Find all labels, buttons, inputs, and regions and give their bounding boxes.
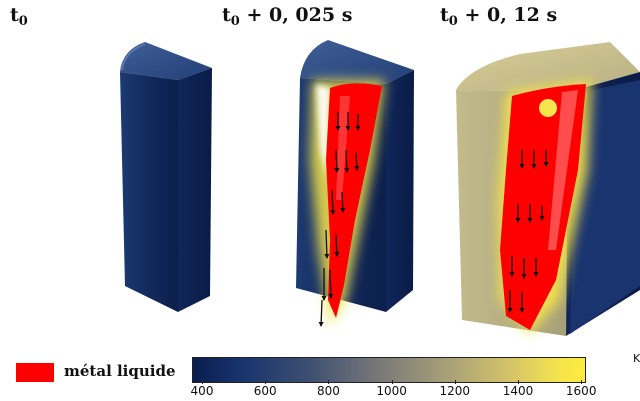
block-t0-top xyxy=(120,42,212,80)
colorbar-tick-label: 600 xyxy=(253,384,277,398)
block-t2 xyxy=(456,42,640,336)
colorbar-tick-label: 1200 xyxy=(439,384,471,398)
block-t1-liquid-highlight xyxy=(336,96,350,200)
block-t1-top xyxy=(300,40,414,84)
block-t0-side xyxy=(178,68,212,312)
colorbar-tick-mark xyxy=(265,380,267,384)
colorbar-tick-mark xyxy=(328,380,330,384)
block-t0-edge xyxy=(121,43,146,71)
colorbar-tick-label: 1400 xyxy=(502,384,534,398)
block-t2-solid-inclusion xyxy=(539,99,557,117)
colorbar-tick-mark xyxy=(454,380,456,384)
colorbar-tick-mark xyxy=(581,380,583,384)
block-t0 xyxy=(120,42,212,312)
colorbar-tick-mark xyxy=(391,380,393,384)
colorbar-tick-label: 400 xyxy=(190,384,214,398)
block-t2-velocity-arrows xyxy=(507,150,549,314)
block-t1 xyxy=(296,40,414,328)
block-t2-top xyxy=(456,42,640,92)
temperature-colorbar xyxy=(192,357,586,383)
block-t2-liquid-highlight xyxy=(548,90,578,250)
colorbar-tick-mark xyxy=(518,380,519,384)
time-label-t2: t0 + 0, 12 s xyxy=(440,4,558,29)
legend-liquid-metal-label: métal liquide xyxy=(64,362,176,380)
time-label-t1: t0 + 0, 025 s xyxy=(222,4,353,29)
colorbar-tick-mark xyxy=(202,380,203,384)
time-label-t0: t0 xyxy=(10,4,28,29)
block-t0-front xyxy=(120,72,178,312)
colorbar-tick-label: 1000 xyxy=(376,384,407,398)
colorbar-unit: K xyxy=(633,352,640,365)
block-t1-side xyxy=(386,70,414,312)
colorbar-tick-label: 800 xyxy=(316,384,340,398)
colorbar-tick-label: 1600 xyxy=(565,384,597,398)
legend-liquid-metal-swatch xyxy=(16,363,54,382)
block-t1-velocity-arrows xyxy=(318,112,361,328)
